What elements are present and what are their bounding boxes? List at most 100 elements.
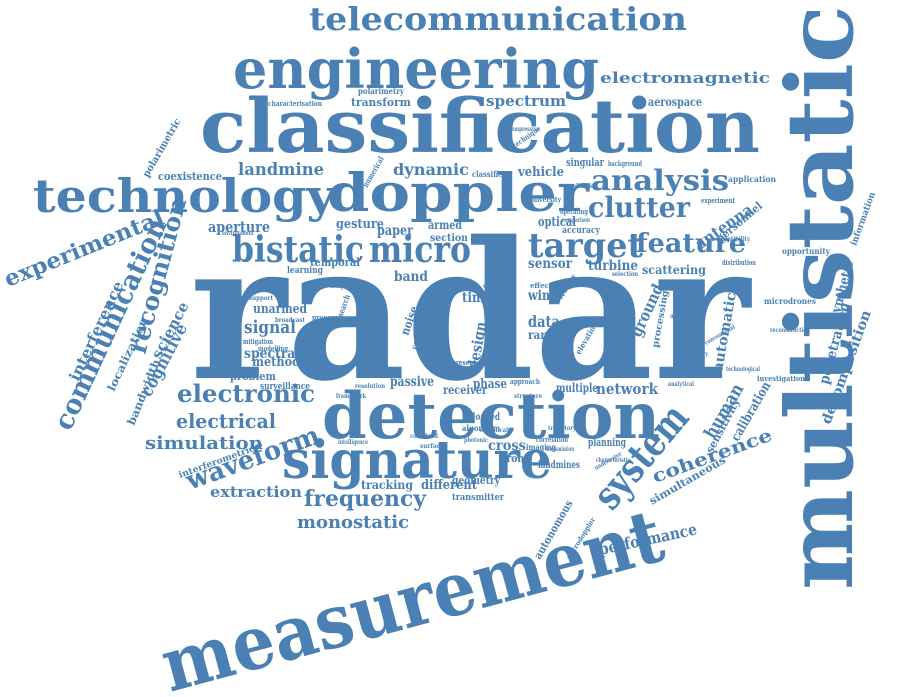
- word-electromagnetic: electromagnetic: [600, 69, 770, 87]
- word-wind: wind: [527, 288, 558, 304]
- word-characteristic: characteristic: [596, 457, 630, 464]
- word-polarimetry: polarimetry: [358, 86, 404, 96]
- word-accuracy: accuracy: [562, 226, 601, 236]
- word-receiver: receiver: [443, 383, 488, 397]
- word-photonic: photonic: [464, 437, 488, 444]
- word-doppler: doppler: [327, 163, 590, 224]
- word-planning: planning: [588, 436, 626, 449]
- word-optical: optical: [538, 215, 576, 230]
- word-imaging: imaging: [526, 442, 556, 452]
- word-geometry: geometry: [452, 474, 501, 487]
- word-electronic: electronic: [177, 379, 315, 408]
- word-detection: detection: [322, 379, 660, 454]
- word-paper: paper: [377, 223, 413, 239]
- word-vehicle: vehicle: [517, 165, 564, 180]
- word-classifier: classifier: [472, 169, 507, 179]
- word-algorithm: algorithm: [462, 423, 500, 433]
- word-correlation: correlation: [536, 435, 568, 444]
- word-gesture: gesture: [336, 217, 384, 232]
- word-dynamic: dynamic: [393, 160, 469, 179]
- word-cross: cross: [488, 438, 526, 454]
- word-passive: passive: [390, 374, 434, 390]
- word-sensor: sensor: [528, 256, 573, 272]
- word-electrical: electrical: [176, 409, 276, 433]
- word-adaptive: adaptive: [330, 281, 356, 290]
- word-experiment: experiment: [701, 196, 736, 205]
- word-spectral: spectral: [244, 346, 300, 362]
- word-method: method: [252, 355, 300, 370]
- word-landmines: landmines: [538, 460, 580, 471]
- word-surveillance: surveillance: [260, 382, 310, 392]
- word-nextrad: nextrad: [585, 279, 609, 288]
- word-target: target: [528, 226, 643, 266]
- word-technological: technological: [726, 366, 761, 373]
- word-transmission: transmission: [546, 446, 574, 453]
- word-telecommunication: telecommunication: [309, 0, 687, 38]
- word-diversity: diversity: [533, 195, 562, 204]
- word-signal: signal: [244, 317, 296, 338]
- word-coexistence: coexistence: [158, 170, 222, 183]
- word-network: network: [596, 380, 659, 398]
- word-tracking: tracking: [361, 478, 414, 492]
- word-engineering: engineering: [233, 37, 599, 101]
- word-trajectory: trajectory: [548, 425, 576, 432]
- word-characterisation: characterisation: [268, 99, 322, 108]
- word-section: section: [430, 233, 469, 244]
- word-aperture: aperture: [208, 218, 270, 236]
- word-data: data: [528, 312, 560, 331]
- word-micro: micro: [369, 229, 471, 271]
- word-frequency: frequency: [304, 486, 427, 512]
- word-process: process: [312, 313, 338, 322]
- word-intelligence: intelligence: [338, 439, 368, 446]
- word-analysis: analysis: [591, 164, 729, 197]
- word-multistatic: multistatic: [766, 5, 874, 590]
- word-compressive: compressive: [509, 126, 539, 133]
- word-clutter: clutter: [588, 191, 691, 224]
- word-monostatic: monostatic: [297, 512, 409, 533]
- word-signature: signature: [282, 430, 552, 491]
- word-approach: approach: [510, 377, 540, 386]
- word-comparison: comparison: [562, 217, 590, 224]
- word-unarmed: unarmed: [253, 302, 307, 317]
- word-microdrones: microdrones: [764, 296, 816, 306]
- word-investigation: investigation: [757, 374, 805, 383]
- word-armed: armed: [428, 218, 462, 232]
- word-multiple: multiple: [556, 381, 598, 395]
- word-unloaded: unloaded: [462, 412, 500, 423]
- word-drone: drone: [500, 452, 530, 465]
- word-aerospace: aerospace: [648, 95, 702, 109]
- word-effect: effect: [530, 281, 553, 290]
- word-result: result: [495, 252, 515, 290]
- word-preliminary: preliminary: [678, 351, 708, 358]
- word-analytical: analytical: [668, 381, 695, 388]
- word-transform: transform: [351, 96, 411, 109]
- word-feature: feature: [636, 229, 746, 259]
- word-opportunity: opportunity: [782, 246, 830, 256]
- word-compatibility: compatibility: [712, 236, 750, 243]
- word-mitigation: mitigation: [243, 337, 273, 346]
- word-spectrum: spectrum: [486, 92, 566, 110]
- word-classification: classification: [200, 84, 760, 170]
- word-uncertainty: uncertainty: [670, 313, 702, 320]
- word-band: band: [394, 269, 428, 285]
- word-bistatic: bistatic: [232, 229, 364, 271]
- word-singular: singular: [566, 156, 604, 169]
- word-range: range: [528, 328, 562, 342]
- word-radar: radar: [190, 200, 753, 423]
- word-application: application: [728, 174, 776, 184]
- word-model: model: [485, 315, 499, 341]
- word-turbine: turbine: [588, 258, 638, 274]
- word-learning: learning: [287, 266, 324, 276]
- word-scattering: scattering: [642, 263, 707, 277]
- word-statistical: statistical: [480, 427, 509, 434]
- word-operating: operating: [560, 207, 588, 216]
- word-temporal: temporal: [310, 256, 360, 269]
- word-support: support: [249, 295, 273, 302]
- word-different: different: [421, 478, 477, 493]
- word-resolution: resolution: [355, 383, 386, 390]
- word-landmine: landmine: [238, 160, 324, 180]
- word-simulation: simulation: [145, 433, 263, 454]
- word-broadcast: broadcast: [275, 317, 305, 324]
- word-structure: structure: [514, 393, 542, 400]
